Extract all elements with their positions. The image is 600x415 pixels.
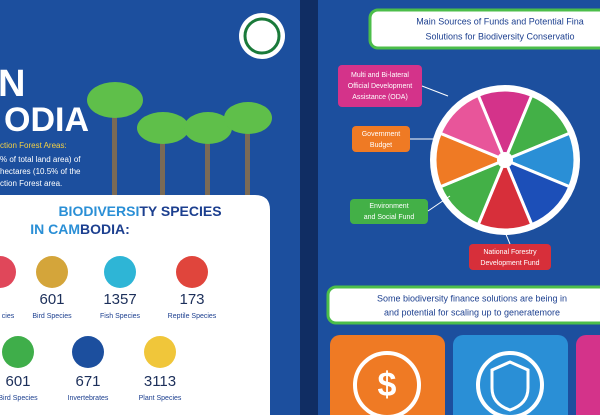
card-subtitle: IN CAMBODIA: bbox=[30, 221, 130, 237]
species-label: Invertebrates bbox=[68, 395, 109, 402]
solutions-line: Some biodiversity finance solutions are … bbox=[377, 293, 567, 303]
header-box bbox=[368, 8, 600, 50]
header-line: Solutions for Biodiversity Conservatio bbox=[425, 31, 574, 41]
svg-text:$: $ bbox=[378, 366, 397, 404]
wheel-segment bbox=[438, 93, 508, 163]
species-label: Fish Species bbox=[100, 313, 141, 320]
forest-line: hectares (10.5% of the bbox=[0, 167, 81, 176]
nfdf-box bbox=[469, 244, 551, 270]
env-line: and Social Fund bbox=[364, 214, 415, 221]
species-number: 173 bbox=[179, 291, 204, 308]
forest-line: % of total land area) of bbox=[0, 155, 81, 164]
species-list: cies 601 Bird Species 1357 Fish Species 173 Re… bbox=[0, 291, 217, 402]
oda-box bbox=[338, 65, 422, 107]
species-label: Bird Species bbox=[32, 313, 72, 320]
budget-line: Budget bbox=[370, 142, 392, 149]
species-number: 671 bbox=[75, 373, 100, 390]
species-label: Reptile Species bbox=[168, 313, 217, 320]
wheel-hub bbox=[497, 152, 513, 168]
env-line: Environment bbox=[369, 203, 408, 210]
logo-ring bbox=[243, 17, 281, 55]
funding-wheel bbox=[430, 85, 580, 235]
oda-line: Official Development bbox=[348, 83, 413, 90]
nfdf-line: Development Fund bbox=[480, 260, 539, 267]
oda-line: Assistance (ODA) bbox=[352, 94, 408, 101]
connectors bbox=[410, 85, 511, 245]
species-number: 601 bbox=[39, 291, 64, 308]
forest-label: ction Forest Areas: bbox=[0, 141, 67, 150]
forest-line: ction Forest area. bbox=[0, 179, 62, 188]
species-label: cies bbox=[2, 313, 15, 320]
divider bbox=[300, 0, 318, 415]
env-box bbox=[350, 199, 428, 224]
card-title: BIODIVERSITY SPECIES bbox=[58, 203, 221, 219]
species-number: 601 bbox=[5, 373, 30, 390]
solution-cards: $ bbox=[330, 335, 600, 415]
header-line: Main Sources of Funds and Potential Fina bbox=[416, 16, 584, 26]
heading-bottom: ODIA bbox=[4, 101, 89, 139]
nfdf-line: National Forestry bbox=[483, 249, 537, 256]
solutions-box bbox=[326, 285, 600, 325]
solutions-line: and potential for scaling up to generate… bbox=[384, 307, 560, 317]
species-number: 1357 bbox=[103, 291, 136, 308]
heading-top: N bbox=[0, 63, 25, 105]
species-number: 3113 bbox=[144, 373, 176, 390]
palm-trees bbox=[87, 82, 272, 205]
species-label: Plant Species bbox=[139, 395, 182, 402]
species-icons bbox=[0, 256, 208, 368]
budget-box bbox=[352, 126, 410, 152]
species-label: Bird Species bbox=[0, 395, 38, 402]
budget-line: Government bbox=[362, 131, 401, 138]
oda-line: Multi and Bi-lateral bbox=[351, 72, 409, 79]
species-card bbox=[0, 195, 270, 415]
